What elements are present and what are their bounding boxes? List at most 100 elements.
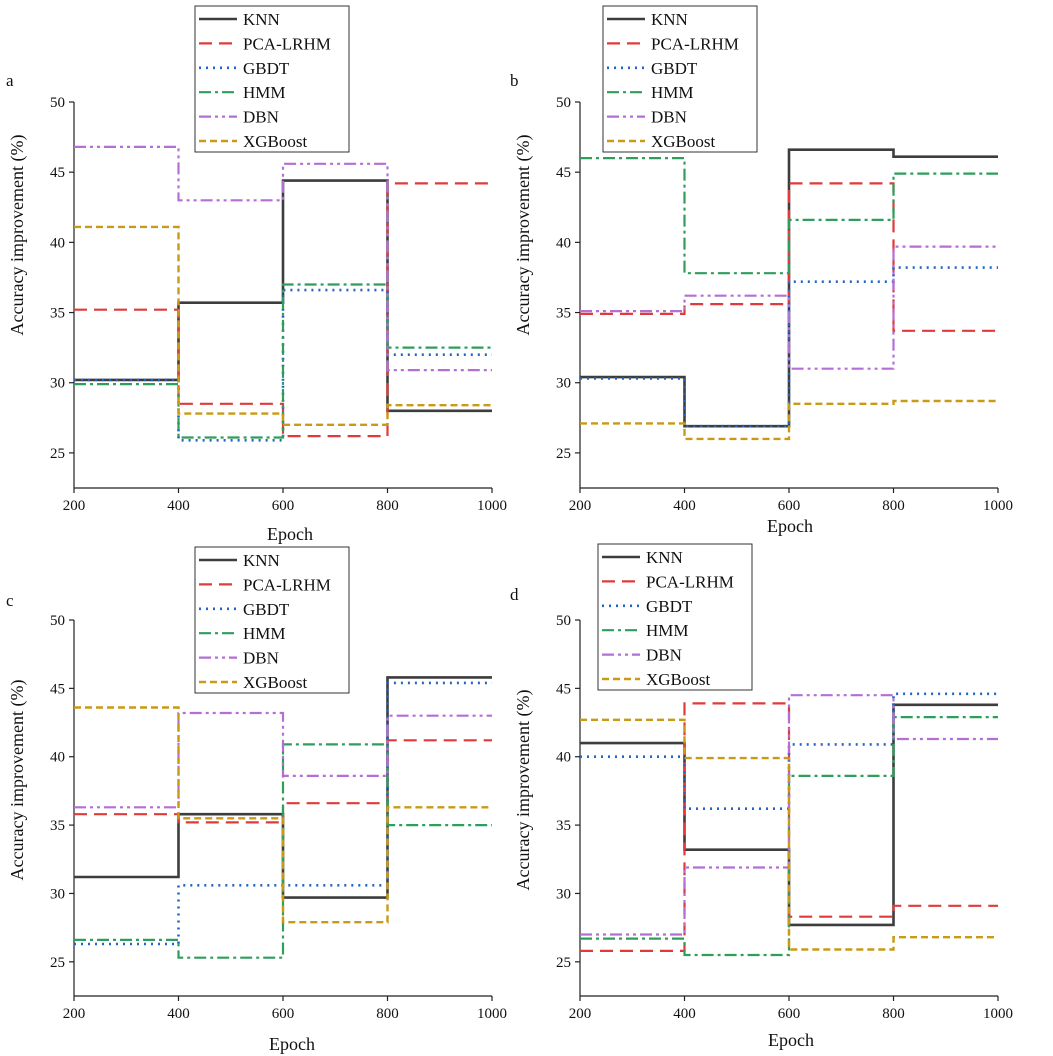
panel-letter: d xyxy=(510,585,519,604)
y-tick-label: 35 xyxy=(50,818,65,834)
y-tick-label: 30 xyxy=(556,886,571,902)
x-tick-label: 1000 xyxy=(983,498,1013,514)
y-tick-label: 50 xyxy=(50,95,65,111)
y-tick-label: 25 xyxy=(50,446,65,462)
chart-panel-a: 25 30 35 40 45 50 200 400 600 800 1000 Epoch Accurac… xyxy=(6,5,507,544)
x-tick-label: 200 xyxy=(569,1006,592,1022)
x-axis-title: Epoch xyxy=(267,524,313,544)
x-tick-label: 800 xyxy=(376,498,399,514)
x-tick-label: 800 xyxy=(376,1006,399,1022)
legend: KNN PCA-LRHM GBDT HMM DBN XGBoost xyxy=(194,546,350,694)
series-line-gbdt xyxy=(580,692,998,810)
chart-panel-b: 25 30 35 40 45 50 200 400 600 800 1000 Epoch Accurac… xyxy=(510,5,1013,536)
x-axis-title: Epoch xyxy=(269,1034,315,1054)
x-axis-title: Epoch xyxy=(768,1030,814,1050)
x-tick-label: 1000 xyxy=(477,1006,507,1022)
chart-panel-d: 25 30 35 40 45 50 200 400 600 800 1000 Epoch Accurac… xyxy=(510,543,1013,1050)
y-tick-label: 45 xyxy=(556,165,571,181)
series-line-gbdt xyxy=(580,266,998,428)
legend-label-xgboost: XGBoost xyxy=(646,670,711,689)
x-axis-title: Epoch xyxy=(767,516,813,536)
x-tick-label: 400 xyxy=(167,498,190,514)
y-tick-label: 50 xyxy=(50,613,65,629)
legend-label-pca-lrhm: PCA-LRHM xyxy=(243,34,331,53)
x-tick-label: 600 xyxy=(272,498,295,514)
x-tick-label: 600 xyxy=(778,1006,801,1022)
y-tick-label: 25 xyxy=(556,446,571,462)
x-tick-label: 400 xyxy=(673,1006,696,1022)
series-line-hmm xyxy=(74,283,492,439)
x-tick-label: 600 xyxy=(778,498,801,514)
legend-label-dbn: DBN xyxy=(243,108,279,127)
y-tick-label: 40 xyxy=(556,750,571,766)
legend-label-gbdt: GBDT xyxy=(646,597,693,616)
panel-letter: a xyxy=(6,71,14,90)
x-tick-label: 200 xyxy=(63,1006,86,1022)
y-tick-label: 35 xyxy=(556,818,571,834)
y-tick-label: 40 xyxy=(556,235,571,251)
legend-label-xgboost: XGBoost xyxy=(243,132,308,151)
y-tick-label: 50 xyxy=(556,95,571,111)
legend-label-gbdt: GBDT xyxy=(243,59,290,78)
series-line-hmm xyxy=(580,716,998,957)
series-line-dbn xyxy=(580,245,998,370)
y-tick-label: 30 xyxy=(50,886,65,902)
x-tick-label: 1000 xyxy=(983,1006,1013,1022)
x-tick-label: 200 xyxy=(569,498,592,514)
y-tick-label: 25 xyxy=(50,955,65,971)
y-tick-label: 30 xyxy=(556,376,571,392)
series-line-xgboost xyxy=(74,225,492,426)
y-tick-label: 45 xyxy=(50,165,65,181)
legend: KNN PCA-LRHM GBDT HMM DBN XGBoost xyxy=(194,5,350,153)
legend-label-dbn: DBN xyxy=(646,646,682,665)
legend-box xyxy=(194,546,350,694)
legend-label-dbn: DBN xyxy=(243,649,279,668)
x-tick-label: 400 xyxy=(167,1006,190,1022)
legend-label-hmm: HMM xyxy=(243,624,286,643)
y-tick-label: 40 xyxy=(50,235,65,251)
y-axis-title: Accuracy improvement (%) xyxy=(7,680,28,881)
series-line-knn xyxy=(580,148,998,428)
x-tick-label: 600 xyxy=(272,1006,295,1022)
series-line-pca-lrhm xyxy=(580,182,998,332)
legend-label-xgboost: XGBoost xyxy=(243,673,308,692)
series-line-gbdt xyxy=(74,288,492,442)
legend-label-knn: KNN xyxy=(243,551,280,570)
legend-label-pca-lrhm: PCA-LRHM xyxy=(243,575,331,594)
legend-label-pca-lrhm: PCA-LRHM xyxy=(646,572,734,591)
legend-box xyxy=(194,5,350,153)
x-tick-label: 400 xyxy=(673,498,696,514)
series-line-xgboost xyxy=(74,706,492,924)
y-axis-title: Accuracy improvement (%) xyxy=(513,690,534,891)
x-tick-label: 800 xyxy=(882,498,905,514)
legend-label-pca-lrhm: PCA-LRHM xyxy=(651,34,739,53)
y-tick-label: 30 xyxy=(50,376,65,392)
legend-label-knn: KNN xyxy=(651,10,688,29)
y-tick-label: 45 xyxy=(50,681,65,697)
x-tick-label: 800 xyxy=(882,1006,905,1022)
series-line-dbn xyxy=(74,145,492,372)
series-line-xgboost xyxy=(580,399,998,441)
legend: KNN PCA-LRHM GBDT HMM DBN XGBoost xyxy=(597,543,753,691)
legend-label-hmm: HMM xyxy=(243,83,286,102)
panel-letter: c xyxy=(6,591,14,610)
legend-label-knn: KNN xyxy=(646,548,683,567)
y-axis-title: Accuracy improvement (%) xyxy=(7,135,28,336)
y-tick-label: 50 xyxy=(556,613,571,629)
y-tick-label: 45 xyxy=(556,681,571,697)
legend-label-hmm: HMM xyxy=(646,621,689,640)
legend-box xyxy=(597,543,753,691)
x-tick-label: 1000 xyxy=(477,498,507,514)
legend-box xyxy=(602,5,758,153)
series-line-xgboost xyxy=(580,718,998,951)
legend-label-gbdt: GBDT xyxy=(243,600,290,619)
legend-label-hmm: HMM xyxy=(651,83,694,102)
legend: KNN PCA-LRHM GBDT HMM DBN XGBoost xyxy=(602,5,758,153)
legend-label-knn: KNN xyxy=(243,10,280,29)
legend-label-dbn: DBN xyxy=(651,108,687,127)
y-tick-label: 25 xyxy=(556,955,571,971)
y-tick-label: 40 xyxy=(50,750,65,766)
legend-label-xgboost: XGBoost xyxy=(651,132,716,151)
legend-label-gbdt: GBDT xyxy=(651,59,698,78)
